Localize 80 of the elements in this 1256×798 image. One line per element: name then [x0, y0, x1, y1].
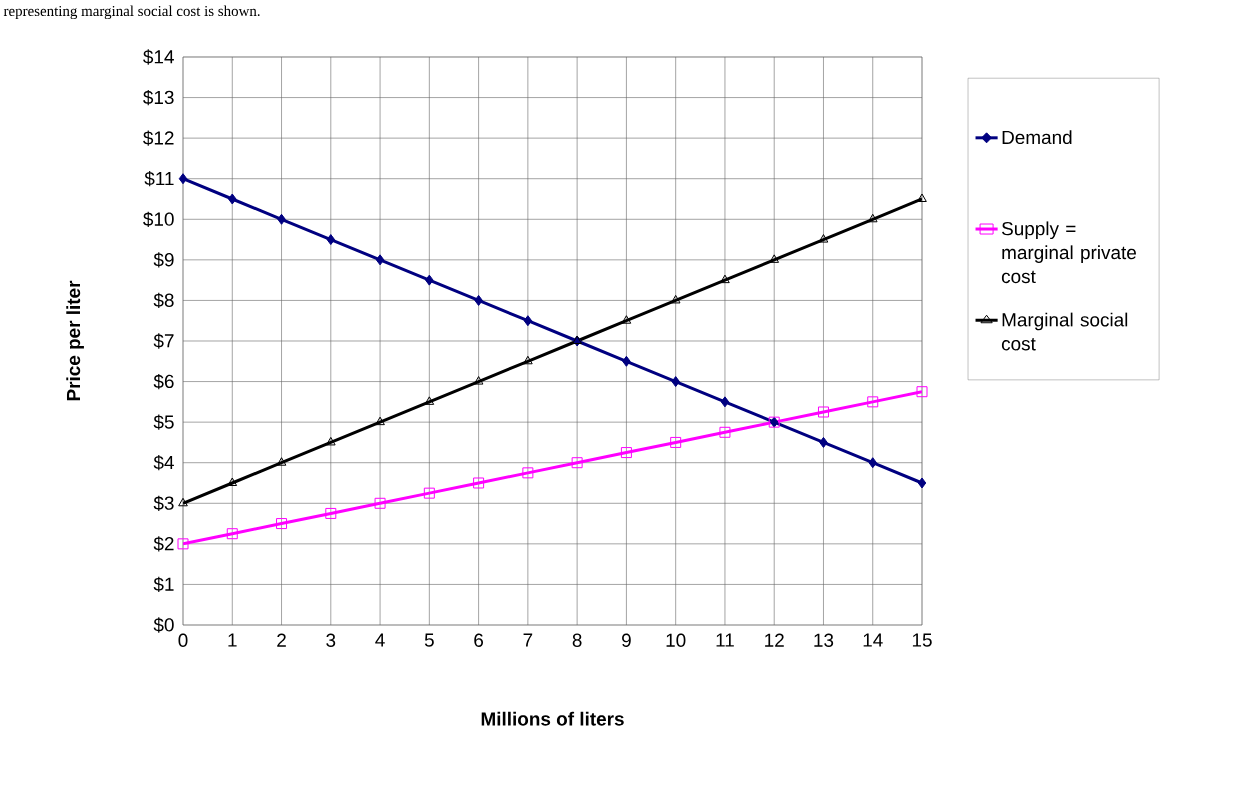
point: [620, 447, 632, 459]
x-tick-label: 11: [716, 633, 734, 647]
point: [917, 193, 927, 202]
y-tick-label: $14: [143, 49, 174, 65]
point: [670, 436, 682, 448]
point: [424, 396, 435, 405]
point: [916, 386, 928, 398]
point: [819, 436, 828, 448]
point: [375, 254, 385, 266]
point: [473, 376, 484, 385]
y-axis-title: Price per liter: [66, 280, 84, 401]
y-tick-label: $0: [153, 617, 174, 633]
point: [276, 457, 287, 466]
point: [178, 497, 188, 507]
y-tick-label: $13: [143, 89, 174, 106]
point: [277, 213, 286, 225]
x-tick-label: 9: [622, 633, 631, 647]
x-tick-label: 15: [912, 633, 932, 647]
point: [522, 467, 534, 479]
point: [523, 315, 533, 327]
y-tick-label: $7: [153, 333, 174, 349]
point: [425, 274, 434, 286]
y-tick-label: $11: [144, 171, 174, 187]
point: [473, 477, 485, 489]
x-tick-label: 7: [523, 633, 533, 647]
y-tick-label: $12: [143, 130, 174, 146]
legend-label: Demand: [1002, 130, 1072, 145]
x-tick-label: 6: [474, 633, 484, 647]
y-tick-label: $6: [153, 373, 174, 390]
point: [867, 213, 878, 223]
x-tick-label: 13: [814, 633, 834, 647]
x-tick-label: 4: [375, 633, 385, 647]
x-tick-label: 8: [572, 633, 582, 647]
x-tick-label: 2: [277, 633, 286, 647]
y-tick-label: $9: [153, 252, 174, 268]
text: representing marginal social cost is shown.: [3, 5, 260, 20]
y-tick-label: $2: [153, 536, 174, 552]
point: [423, 487, 435, 499]
point: [818, 234, 829, 243]
point: [622, 355, 631, 367]
point: [374, 497, 386, 509]
point: [375, 416, 385, 426]
point: [523, 355, 533, 365]
point: [817, 406, 829, 418]
y-tick-label: $1: [153, 576, 174, 593]
point: [868, 457, 877, 469]
y-tick-label: $10: [143, 211, 174, 227]
point: [720, 274, 730, 284]
point: [671, 376, 680, 388]
x-tick-label: 14: [863, 633, 883, 647]
x-tick-label: 12: [765, 633, 784, 647]
point: [867, 396, 879, 408]
point: [276, 518, 288, 530]
point: [177, 538, 189, 550]
legend-label: Supply = marginal private cost: [1001, 221, 1136, 284]
x-tick-label: 10: [666, 633, 686, 647]
point: [326, 234, 336, 246]
point: [917, 477, 927, 489]
x-tick-label: 1: [228, 633, 237, 647]
legend-label: Marginal social cost: [1001, 312, 1128, 351]
x-tick-label: 0: [178, 633, 188, 647]
point: [178, 173, 188, 185]
y-tick-label: $5: [153, 414, 174, 430]
point: [325, 507, 337, 519]
y-tick-label: $8: [153, 292, 174, 309]
y-tick-label: $3: [153, 495, 174, 511]
point: [325, 436, 336, 446]
point: [474, 294, 483, 306]
point: [670, 294, 681, 304]
point: [571, 457, 583, 469]
point: [720, 396, 730, 408]
point: [226, 528, 238, 540]
x-axis-title: Millions of liters: [481, 711, 624, 726]
point: [621, 315, 632, 324]
x-tick-label: 3: [326, 633, 336, 647]
point: [719, 426, 731, 438]
point: [228, 193, 237, 205]
y-tick-label: $4: [153, 455, 174, 471]
point: [769, 254, 780, 263]
x-tick-label: 5: [424, 633, 434, 647]
